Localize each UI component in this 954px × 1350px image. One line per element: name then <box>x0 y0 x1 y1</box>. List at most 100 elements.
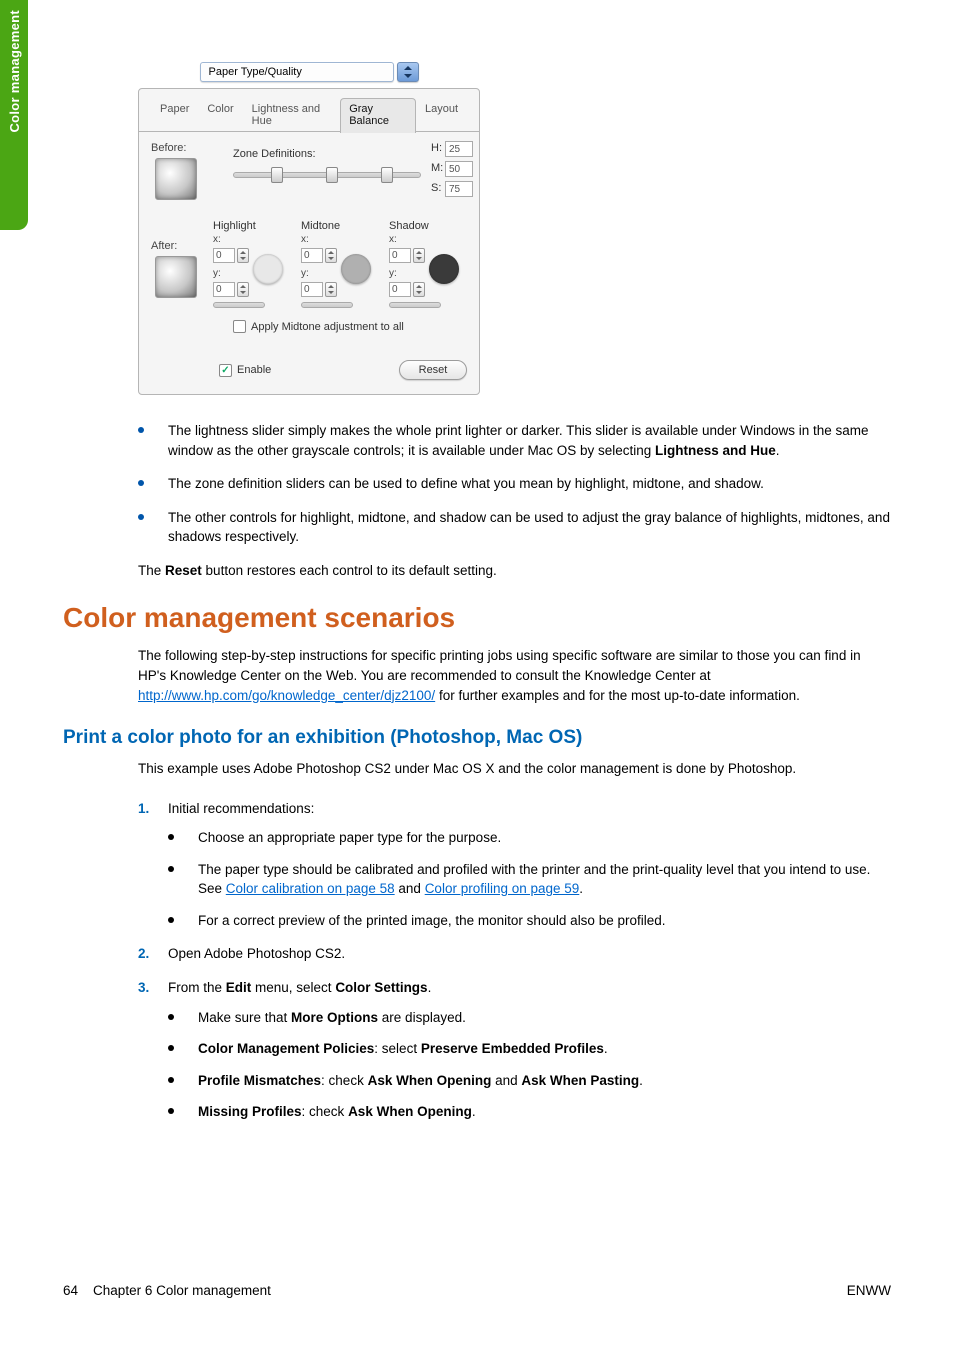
step-number: 3. <box>138 978 149 998</box>
text: The following step-by-step instructions … <box>138 648 861 683</box>
tab-paper[interactable]: Paper <box>151 98 198 133</box>
tab-lightness-hue[interactable]: Lightness and Hue <box>243 98 341 133</box>
enable-label: Enable <box>237 364 271 376</box>
highlight-y[interactable]: 0 <box>213 282 235 297</box>
highlight-x-stepper[interactable] <box>237 248 249 263</box>
shadow-swatch <box>429 254 459 284</box>
h-value[interactable]: 25 <box>445 141 473 157</box>
s-label: S: <box>431 182 441 194</box>
list-item: For a correct preview of the printed ima… <box>168 911 891 931</box>
midtone-y-stepper[interactable] <box>325 282 337 297</box>
text: Reset <box>165 563 202 578</box>
midtone-y[interactable]: 0 <box>301 282 323 297</box>
reset-button[interactable]: Reset <box>399 360 467 380</box>
shadow-x-lbl: x: <box>389 234 397 245</box>
page-number: 64 <box>63 1283 78 1298</box>
color-calibration-link[interactable]: Color calibration on page 58 <box>226 881 395 896</box>
list-item: Profile Mismatches: check Ask When Openi… <box>168 1071 891 1091</box>
feature-bullets: The lightness slider simply makes the wh… <box>138 421 891 547</box>
knowledge-center-link[interactable]: http://www.hp.com/go/knowledge_center/dj… <box>138 688 435 703</box>
midtone-x[interactable]: 0 <box>301 248 323 263</box>
text: are displayed. <box>378 1010 466 1025</box>
step-3-sublist: Make sure that More Options are displaye… <box>168 1008 891 1122</box>
highlight-x[interactable]: 0 <box>213 248 235 263</box>
shadow-slider[interactable] <box>389 302 441 308</box>
m-label: M: <box>431 162 443 174</box>
tab-gray-balance[interactable]: Gray Balance <box>340 98 416 133</box>
text: Edit <box>226 980 252 995</box>
text: Open Adobe Photoshop CS2. <box>168 946 345 961</box>
subsection-intro: This example uses Adobe Photoshop CS2 un… <box>138 759 891 779</box>
midtone-x-stepper[interactable] <box>325 248 337 263</box>
zone-knob-s[interactable] <box>381 167 393 183</box>
step-number: 1. <box>138 799 149 819</box>
before-thumbnail <box>155 158 197 200</box>
step-2: 2. Open Adobe Photoshop CS2. <box>138 944 891 964</box>
list-item: Missing Profiles: check Ask When Opening… <box>168 1102 891 1122</box>
text: Profile Mismatches <box>198 1073 321 1088</box>
step-1-sublist: Choose an appropriate paper type for the… <box>168 828 891 930</box>
text: For a correct preview of the printed ima… <box>198 913 666 928</box>
text: button restores each control to its defa… <box>202 563 497 578</box>
bullet-lightness: The lightness slider simply makes the wh… <box>138 421 891 460</box>
after-thumbnail <box>155 256 197 298</box>
midtone-x-lbl: x: <box>301 234 309 245</box>
bullet-icon <box>138 514 144 520</box>
bullet-icon <box>168 1014 174 1020</box>
tab-layout[interactable]: Layout <box>416 98 467 133</box>
shadow-y-lbl: y: <box>389 268 397 279</box>
text: Preserve Embedded Profiles <box>421 1041 604 1056</box>
s-value[interactable]: 75 <box>445 181 473 197</box>
midtone-label: Midtone <box>301 220 340 232</box>
bullet-icon <box>138 427 144 433</box>
m-value[interactable]: 50 <box>445 161 473 177</box>
highlight-y-stepper[interactable] <box>237 282 249 297</box>
shadow-x[interactable]: 0 <box>389 248 411 263</box>
bullet-icon <box>138 480 144 486</box>
shadow-y-stepper[interactable] <box>413 282 425 297</box>
dropdown-toggle[interactable] <box>397 62 419 82</box>
chapter-label: Chapter 6 Color management <box>93 1283 271 1298</box>
zone-knob-m[interactable] <box>326 167 338 183</box>
bullet-icon <box>168 1108 174 1114</box>
side-tab: Color management <box>0 0 28 230</box>
zone-knob-h[interactable] <box>271 167 283 183</box>
text: . <box>776 443 780 458</box>
text: for further examples and for the most up… <box>435 688 800 703</box>
enable-checkbox[interactable]: ✓ <box>219 364 232 377</box>
midtone-slider[interactable] <box>301 302 353 308</box>
updown-icon <box>403 66 413 78</box>
bullet-icon <box>168 1045 174 1051</box>
apply-midtone-row: Apply Midtone adjustment to all <box>233 320 404 333</box>
tab-color[interactable]: Color <box>198 98 242 133</box>
section-heading: Color management scenarios <box>63 602 891 634</box>
dialog-footer: ✓ Enable Reset <box>151 360 467 380</box>
text: Color Management Policies <box>198 1041 374 1056</box>
bullet-icon <box>168 917 174 923</box>
text: . <box>579 881 583 896</box>
text: Ask When Opening <box>348 1104 472 1119</box>
apply-midtone-checkbox[interactable] <box>233 320 246 333</box>
text: The zone definition sliders can be used … <box>168 476 764 491</box>
text: and <box>395 881 425 896</box>
text: The <box>138 563 165 578</box>
text: menu, select <box>251 980 335 995</box>
text: Ask When Pasting <box>521 1073 639 1088</box>
color-profiling-link[interactable]: Color profiling on page 59 <box>425 881 580 896</box>
bullet-icon <box>168 834 174 840</box>
shadow-y[interactable]: 0 <box>389 282 411 297</box>
step-number: 2. <box>138 944 149 964</box>
text: Choose an appropriate paper type for the… <box>198 830 501 845</box>
text: and <box>491 1073 521 1088</box>
text: Missing Profiles <box>198 1104 302 1119</box>
midtone-y-lbl: y: <box>301 268 309 279</box>
footer-right: ENWW <box>847 1283 891 1298</box>
shadow-x-stepper[interactable] <box>413 248 425 263</box>
bullet-other: The other controls for highlight, midton… <box>138 508 891 547</box>
step-1: 1. Initial recommendations: Choose an ap… <box>138 799 891 931</box>
text: . <box>604 1041 608 1056</box>
highlight-slider[interactable] <box>213 302 265 308</box>
text: Ask When Opening <box>368 1073 492 1088</box>
dropdown-selected[interactable]: Paper Type/Quality <box>200 62 394 82</box>
bullet-zone: The zone definition sliders can be used … <box>138 474 891 494</box>
